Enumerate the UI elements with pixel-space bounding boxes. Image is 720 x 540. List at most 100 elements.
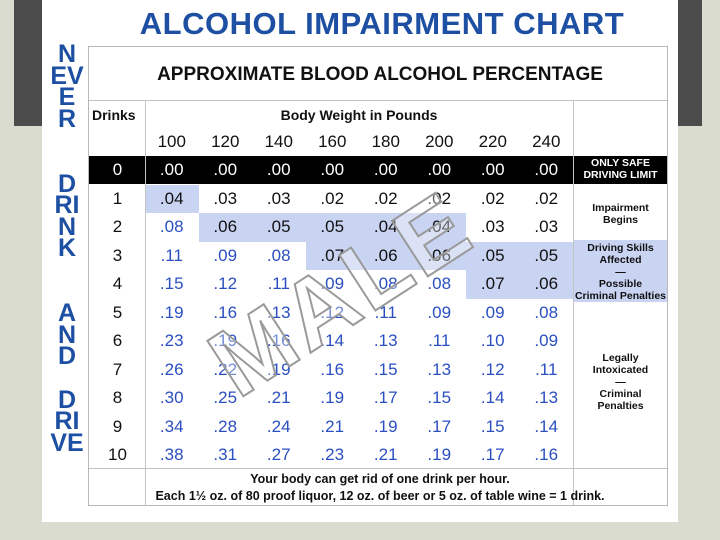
bac-value: .15 xyxy=(427,388,452,407)
bac-value: .23 xyxy=(159,331,184,350)
bac-value: .05 xyxy=(534,245,559,265)
bac-value: .19 xyxy=(320,388,345,407)
note: ONLY SAFE DRIVING LIMIT xyxy=(574,157,667,181)
bac-value: .00 xyxy=(320,160,345,179)
bac-value: .06 xyxy=(427,245,452,265)
bac-value: .17 xyxy=(480,445,505,464)
impair-shade xyxy=(466,270,520,299)
bac-value: .03 xyxy=(213,188,238,208)
grid-line xyxy=(89,100,667,101)
bac-value: .08 xyxy=(159,217,184,236)
watermark: MALE xyxy=(191,171,491,418)
grid-line xyxy=(145,100,146,505)
bac-value: .19 xyxy=(266,359,291,379)
bac-value: .04 xyxy=(427,217,452,236)
bac-value: .00 xyxy=(534,160,559,179)
bac-value: .11 xyxy=(428,331,451,350)
bac-value: .00 xyxy=(159,160,184,179)
bac-value: .23 xyxy=(320,445,345,464)
bac-value: .03 xyxy=(534,217,559,236)
footer-line: Your body can get rid of one drink per h… xyxy=(250,472,510,486)
bac-value: .06 xyxy=(534,274,559,293)
note-line: Possible xyxy=(598,278,643,290)
weight: 220 xyxy=(478,132,507,151)
drinks: 5 xyxy=(112,302,123,322)
bac-value: .07 xyxy=(480,274,505,293)
bac-value: .09 xyxy=(534,331,559,350)
note: Driving Skills Affected — Possible Criminal … xyxy=(574,242,667,302)
bac-value: .12 xyxy=(480,359,505,379)
bac-value: .02 xyxy=(427,188,452,208)
bac-value: .19 xyxy=(427,445,452,464)
bac-value: .02 xyxy=(320,188,345,208)
bac-value: .15 xyxy=(159,274,184,293)
bac-value: .16 xyxy=(213,302,238,322)
bac-value: .00 xyxy=(373,160,398,179)
note: Impairment Begins xyxy=(574,202,667,226)
weight: 100 xyxy=(157,132,186,151)
bac-value: .09 xyxy=(427,302,452,322)
bac-value: .09 xyxy=(320,274,345,293)
impair-shade xyxy=(305,213,359,242)
note-line: Impairment xyxy=(592,202,649,214)
note-shade xyxy=(574,240,667,302)
bac-value: .15 xyxy=(480,416,505,436)
bac-value: .00 xyxy=(427,160,452,179)
bac-value: .21 xyxy=(320,416,345,436)
impair-shade xyxy=(412,213,466,242)
weight: 160 xyxy=(318,132,347,151)
grid-line xyxy=(89,468,667,469)
weight: 120 xyxy=(211,132,240,151)
note-line: Criminal xyxy=(599,388,642,400)
bac-value: .17 xyxy=(427,416,452,436)
note-line: Driving Skills xyxy=(587,242,654,254)
bac-value: .11 xyxy=(535,359,558,379)
bac-value: .24 xyxy=(266,416,291,436)
note-line: Affected xyxy=(599,254,642,266)
side-word: DRINK xyxy=(54,169,80,263)
bac-value: .02 xyxy=(480,188,505,208)
bac-value: .03 xyxy=(266,188,291,208)
bac-value: .09 xyxy=(213,245,238,265)
bac-value: .09 xyxy=(480,302,505,322)
bac-value: .21 xyxy=(266,388,291,407)
bac-value: .16 xyxy=(266,331,291,350)
bac-value: .14 xyxy=(534,416,559,436)
bac-value: .26 xyxy=(159,359,184,379)
drinks: 4 xyxy=(112,274,123,293)
bac-value: .13 xyxy=(266,302,291,322)
drinks: 6 xyxy=(112,331,123,350)
bac-value: .00 xyxy=(213,160,238,179)
side-word: NEVER xyxy=(50,40,84,133)
bac-value: .11 xyxy=(160,245,183,265)
weight: 180 xyxy=(371,132,400,151)
bac-value: .05 xyxy=(320,217,345,236)
drinks: 3 xyxy=(112,245,123,265)
bac-value: .08 xyxy=(266,245,291,265)
bac-value: .04 xyxy=(159,188,184,208)
impair-shade xyxy=(305,241,359,270)
bac-value: .13 xyxy=(534,388,559,407)
bac-value: .08 xyxy=(427,274,452,293)
impair-shade xyxy=(519,270,573,299)
note-line: — xyxy=(615,376,626,388)
bac-value: .07 xyxy=(320,245,345,265)
drinks: 1 xyxy=(112,188,123,208)
bac-value: .10 xyxy=(480,331,505,350)
bac-value: .28 xyxy=(213,416,238,436)
impair-shade xyxy=(359,241,413,270)
note-line: Begins xyxy=(602,214,638,226)
impair-shade xyxy=(252,213,306,242)
note-line: DRIVING LIMIT xyxy=(583,169,658,181)
bac-value: .22 xyxy=(213,359,238,379)
grid-line xyxy=(573,100,574,505)
drinks: 7 xyxy=(112,359,123,379)
drinks-header: Drinks xyxy=(92,107,136,123)
bac-value: .05 xyxy=(266,217,291,236)
note-line: — xyxy=(615,266,626,278)
note-line: ONLY SAFE xyxy=(591,157,650,169)
note-line: Penalties xyxy=(597,400,644,412)
drinks: 2 xyxy=(112,217,123,236)
note-line: Legally xyxy=(602,352,639,364)
